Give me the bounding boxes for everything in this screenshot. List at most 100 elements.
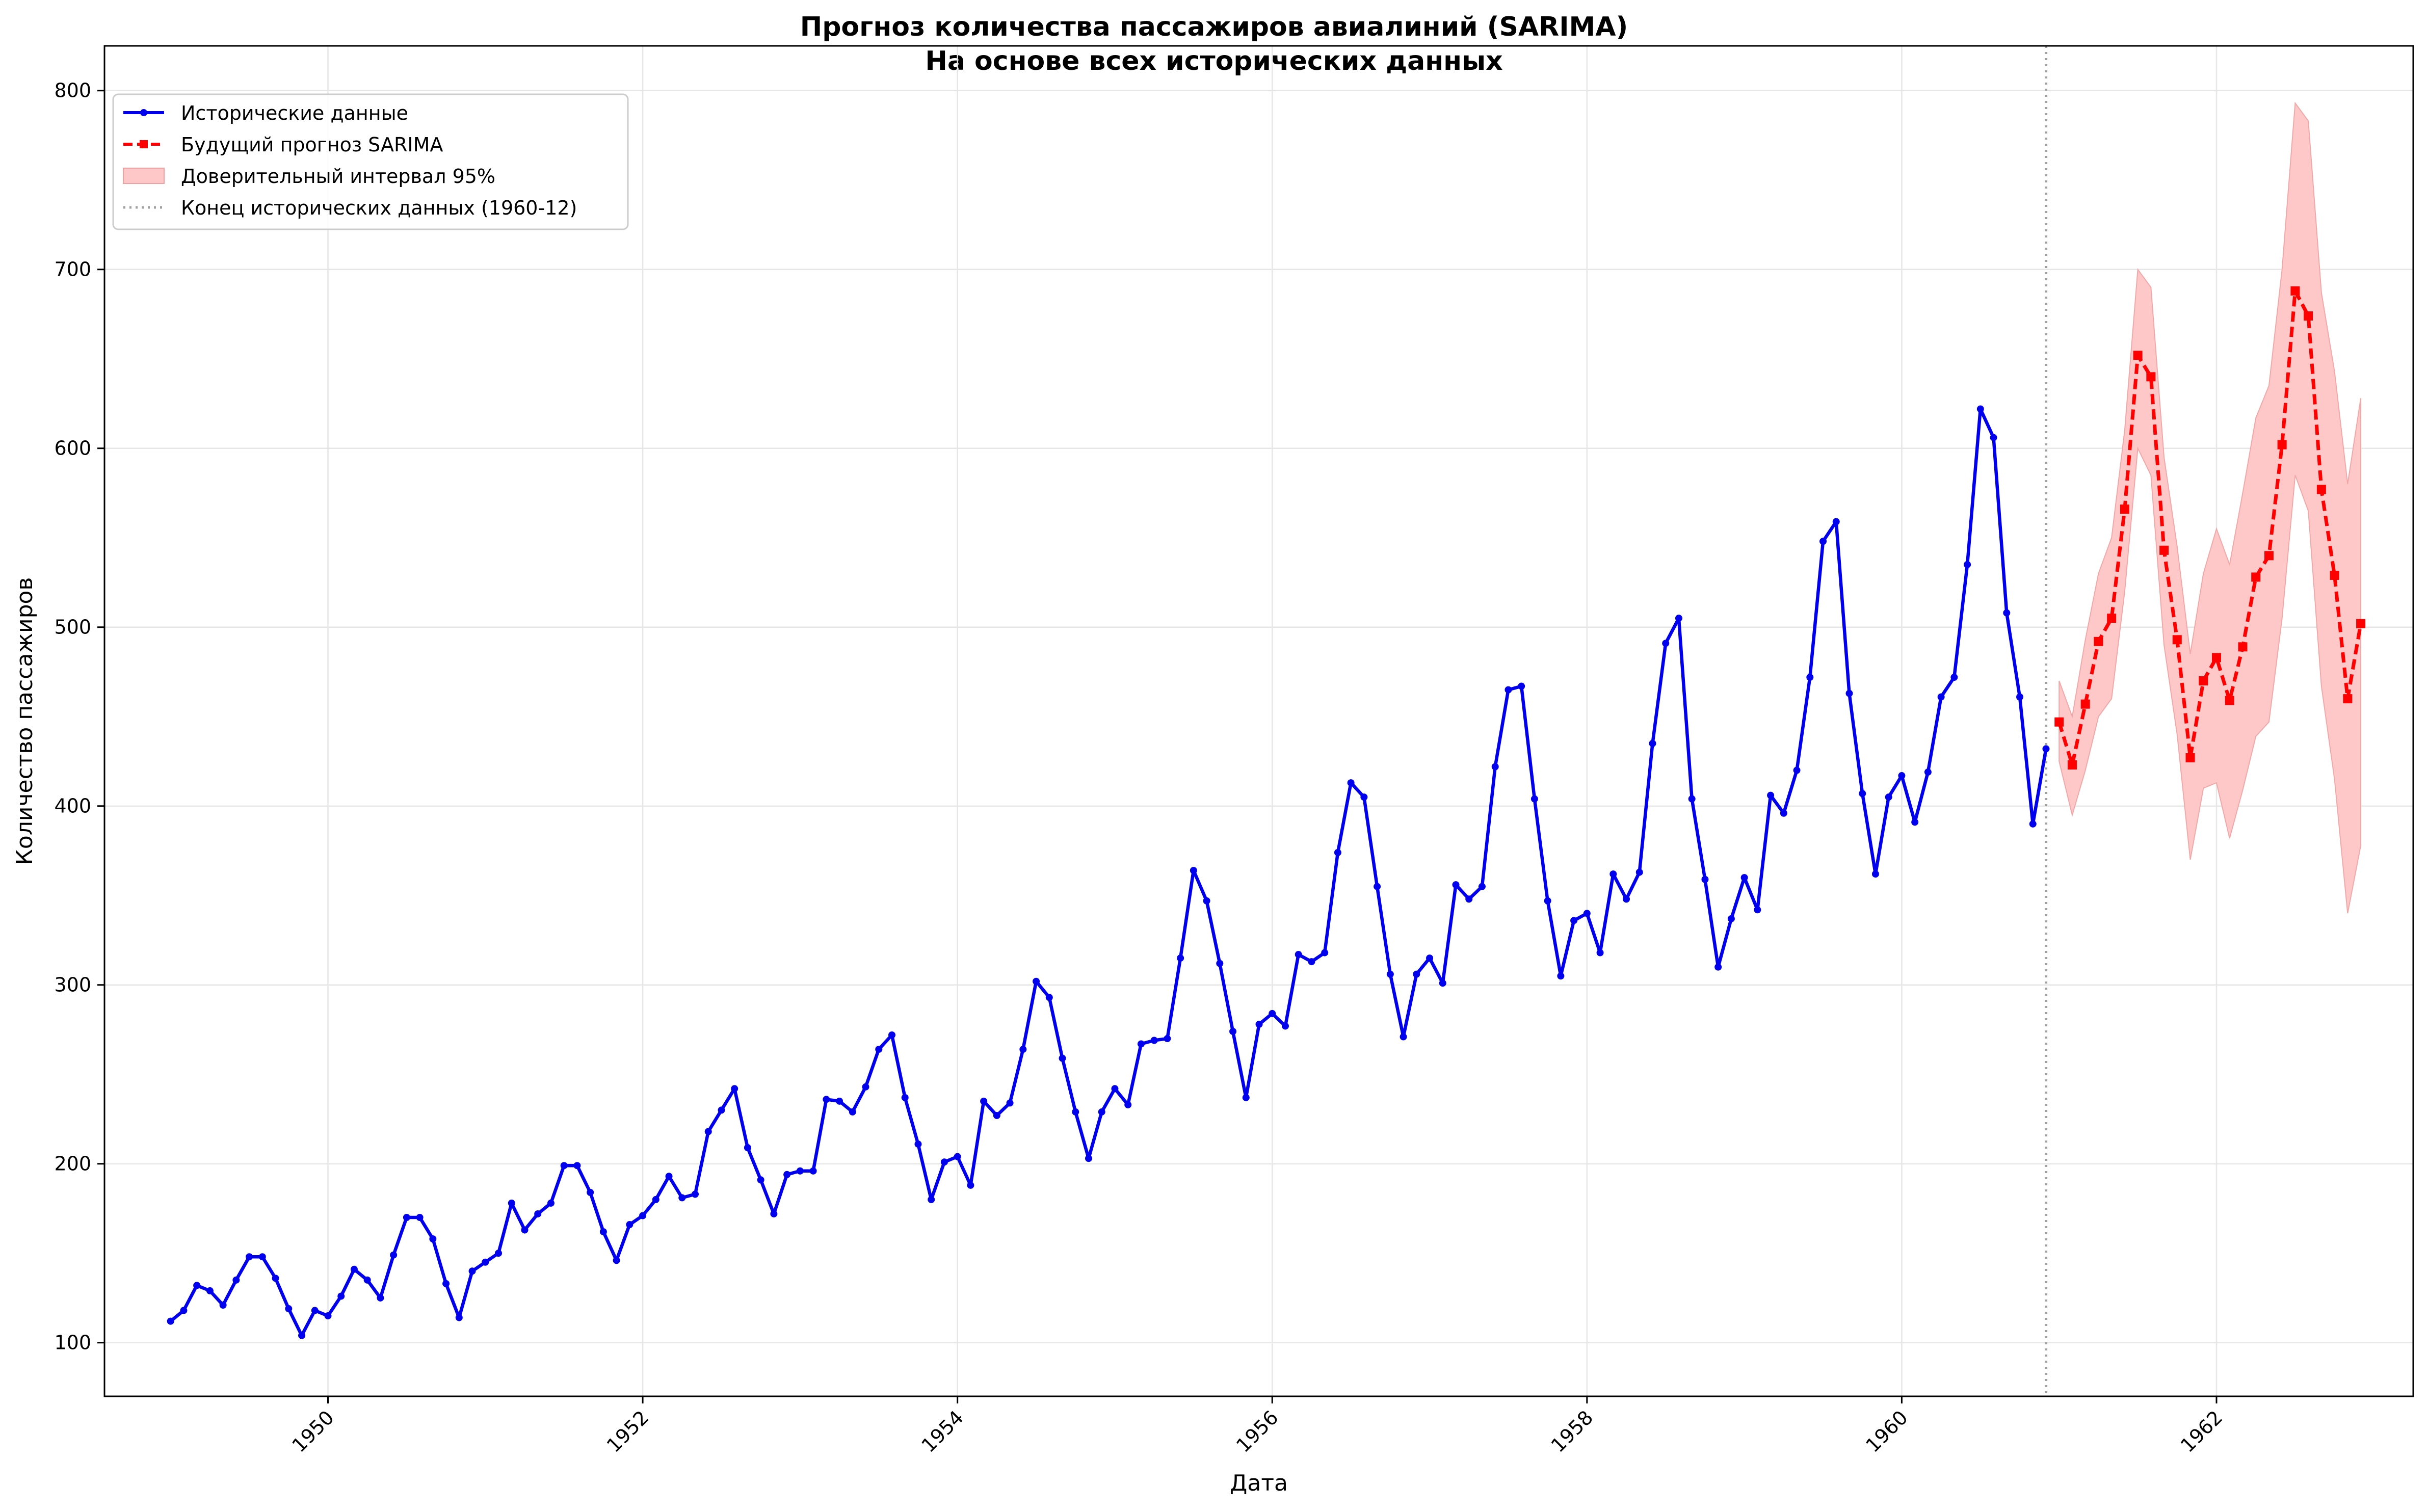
y-tick-label: 600: [54, 437, 91, 460]
historical-point: [1164, 1035, 1171, 1043]
historical-point: [1269, 1010, 1276, 1017]
historical-point: [1832, 518, 1840, 525]
forecast-point: [2080, 699, 2090, 709]
historical-point: [1242, 1094, 1250, 1101]
historical-point: [836, 1097, 843, 1105]
legend-historical-label: Исторические данные: [181, 102, 408, 124]
historical-point: [377, 1294, 384, 1302]
forecast-point: [2304, 311, 2313, 321]
historical-point: [1780, 809, 1787, 817]
forecast-point: [2238, 642, 2248, 652]
forecast-point: [2343, 694, 2353, 704]
historical-point: [311, 1307, 319, 1314]
forecast-point: [2185, 753, 2195, 762]
historical-point: [731, 1085, 738, 1093]
legend: Исторические данные Будущий прогноз SARI…: [112, 93, 629, 230]
historical-point: [416, 1214, 424, 1222]
historical-point: [219, 1301, 227, 1309]
historical-point: [1255, 1020, 1263, 1028]
historical-point: [403, 1214, 410, 1222]
historical-point: [2016, 693, 2024, 701]
forecast-point: [2199, 676, 2208, 686]
historical-point: [587, 1188, 594, 1196]
historical-point: [1740, 874, 1748, 882]
historical-point: [573, 1162, 581, 1170]
historical-point: [167, 1317, 174, 1325]
historical-point: [1321, 949, 1329, 957]
historical-point: [1859, 790, 1866, 798]
historical-point: [770, 1210, 778, 1217]
y-tick-label: 300: [54, 974, 91, 996]
historical-point: [1045, 994, 1053, 1001]
forecast-point: [2277, 440, 2287, 449]
historical-point: [1386, 970, 1394, 978]
chart-subtitle: На основе всех исторических данных: [925, 46, 1502, 76]
historical-point: [1898, 772, 1906, 780]
historical-point: [1518, 682, 1525, 690]
historical-point: [823, 1096, 830, 1103]
historical-point: [901, 1094, 909, 1101]
historical-point: [560, 1162, 568, 1170]
historical-point: [1478, 883, 1486, 890]
historical-point: [652, 1196, 659, 1203]
forecast-point: [2330, 570, 2339, 580]
historical-point: [1177, 954, 1184, 962]
historical-point: [1649, 739, 1656, 747]
historical-point: [1950, 674, 1958, 681]
historical-point: [849, 1108, 856, 1116]
plot-frame: [103, 45, 2414, 1397]
historical-point: [1793, 766, 1801, 774]
historical-point: [246, 1253, 253, 1261]
forecast-point: [2054, 717, 2064, 727]
confidence-band-area: [2058, 101, 2362, 914]
historical-point: [1544, 897, 1551, 905]
historical-point: [180, 1307, 188, 1314]
y-tick-label: 500: [54, 616, 91, 639]
historical-point: [862, 1083, 869, 1091]
historical-point: [1426, 954, 1434, 962]
y-tick-label: 400: [54, 795, 91, 817]
historical-point: [1675, 615, 1682, 622]
historical-point: [534, 1210, 542, 1217]
historical-point: [692, 1190, 699, 1198]
forecast-point: [2212, 653, 2222, 662]
historical-point: [967, 1181, 974, 1189]
historical-point: [1570, 917, 1578, 924]
historical-point: [1806, 674, 1814, 681]
historical-point: [665, 1173, 673, 1180]
historical-point: [350, 1265, 358, 1273]
historical-point: [1033, 977, 1040, 985]
historical-point: [993, 1111, 1000, 1119]
historical-point: [521, 1226, 529, 1234]
historical-point: [1374, 883, 1381, 890]
y-tick-label: 100: [54, 1332, 91, 1354]
historical-point: [285, 1305, 293, 1313]
historical-point: [1530, 795, 1538, 803]
forecast-point: [2094, 636, 2103, 646]
chart-title: Прогноз количества пассажиров авиалиний …: [800, 12, 1628, 42]
historical-point: [718, 1106, 725, 1114]
historical-point: [1203, 897, 1210, 905]
forecast-point: [2251, 572, 2261, 582]
historical-point: [1295, 951, 1302, 959]
historical-point: [1465, 895, 1473, 903]
historical-point: [2042, 745, 2050, 753]
forecast-point: [2133, 351, 2143, 360]
historical-point: [1937, 693, 1945, 701]
historical-point: [1281, 1022, 1289, 1030]
historical-point: [429, 1235, 437, 1243]
historical-point: [1505, 686, 1512, 694]
historical-point: [1059, 1054, 1066, 1062]
forecast-point: [2172, 635, 2182, 645]
forecast-series: [2054, 286, 2366, 770]
historical-point: [928, 1196, 935, 1203]
historical-point: [1360, 793, 1368, 801]
historical-point: [1452, 881, 1460, 889]
historical-series: [167, 405, 2050, 1339]
y-axis-ticks: 100 200 300 400 500 600 700 800: [54, 79, 104, 1354]
historical-point: [1754, 906, 1761, 914]
x-axis-label: Дата: [1230, 1470, 1288, 1496]
forecast-point: [2264, 551, 2274, 561]
historical-point: [455, 1314, 463, 1321]
